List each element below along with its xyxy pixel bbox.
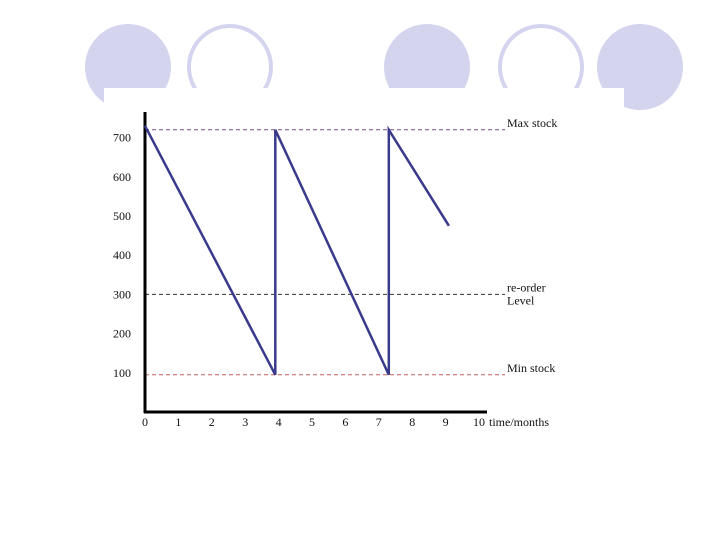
y-tick-label: 300 xyxy=(113,287,131,301)
x-tick-label: 4 xyxy=(276,415,282,429)
y-tick-label: 400 xyxy=(113,248,131,262)
x-tick-label: 5 xyxy=(309,415,315,429)
x-tick-label: 1 xyxy=(175,415,181,429)
y-tick-label: 200 xyxy=(113,327,131,341)
x-axis-title: time/months xyxy=(489,415,549,429)
stock-level-line xyxy=(143,125,450,376)
reference-lines: Max stock re-order Level Min stock xyxy=(145,116,557,376)
x-tick-label: 3 xyxy=(242,415,248,429)
x-tick-label: 6 xyxy=(342,415,348,429)
stock-series xyxy=(143,125,450,376)
reference-label: re-order Level xyxy=(507,280,546,307)
y-tick-label: 600 xyxy=(113,170,131,184)
x-tick-labels: 0 1 2 3 4 5 6 7 8 9 10 xyxy=(142,415,485,429)
reference-label: Max stock xyxy=(507,116,557,130)
y-tick-labels: 100 200 300 400 500 600 700 xyxy=(113,131,131,380)
y-tick-label: 100 xyxy=(113,366,131,380)
title-backdrop xyxy=(104,88,624,128)
x-tick-label: 2 xyxy=(209,415,215,429)
x-tick-label: 7 xyxy=(376,415,382,429)
x-tick-label: 8 xyxy=(409,415,415,429)
reference-label: Min stock xyxy=(507,361,555,375)
x-tick-label: 10 xyxy=(473,415,485,429)
y-tick-label: 700 xyxy=(113,131,131,145)
x-tick-label: 9 xyxy=(443,415,449,429)
x-tick-label: 0 xyxy=(142,415,148,429)
axes xyxy=(143,112,487,414)
y-tick-label: 500 xyxy=(113,209,131,223)
